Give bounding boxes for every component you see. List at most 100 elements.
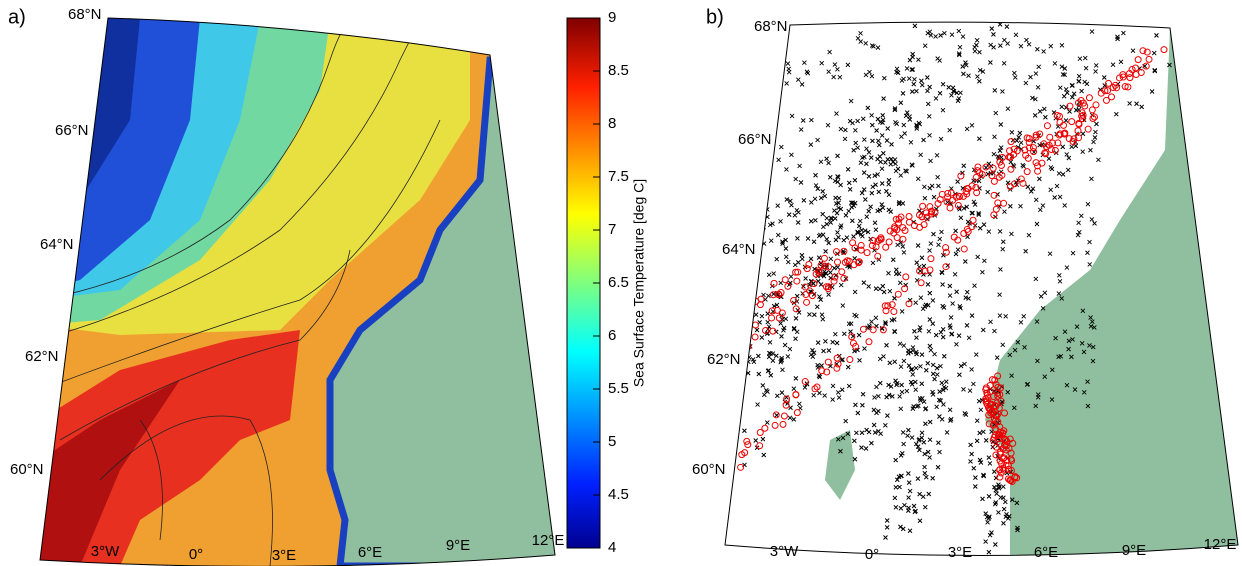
track-point — [955, 247, 961, 253]
track-point — [967, 388, 973, 393]
track-point — [742, 265, 748, 270]
track-point — [917, 491, 922, 497]
track-point — [827, 49, 832, 55]
track-point — [1066, 102, 1074, 110]
track-point — [784, 197, 790, 202]
track-point — [778, 218, 783, 224]
track-point — [1001, 60, 1007, 66]
track-point — [864, 214, 870, 220]
track-point — [888, 384, 894, 389]
track-point — [927, 84, 933, 90]
track-point — [801, 283, 809, 291]
track-point — [831, 74, 836, 80]
track-point — [1062, 329, 1068, 334]
track-point — [986, 229, 992, 234]
track-point — [1056, 291, 1062, 296]
track-point — [960, 230, 968, 238]
track-point — [1109, 84, 1117, 92]
track-point — [840, 357, 845, 362]
track-point — [857, 218, 863, 224]
track-point — [969, 313, 975, 318]
lon-label: 3°E — [948, 544, 972, 561]
track-point — [744, 61, 749, 67]
track-point — [808, 200, 814, 205]
track-point — [761, 452, 767, 458]
track-point — [898, 406, 904, 412]
track-point — [803, 265, 811, 273]
track-point — [781, 327, 786, 333]
track-point — [732, 329, 740, 337]
track-point — [937, 58, 942, 63]
track-point — [897, 394, 902, 399]
track-point — [940, 334, 946, 340]
track-point — [1094, 121, 1099, 127]
track-point — [912, 76, 917, 82]
track-point — [996, 485, 1002, 491]
track-point — [1014, 182, 1020, 188]
track-point — [977, 457, 983, 463]
track-point — [918, 364, 923, 369]
track-point — [737, 203, 743, 209]
track-point — [1064, 265, 1070, 270]
track-point — [913, 441, 919, 447]
track-point — [802, 385, 808, 390]
track-point — [917, 268, 923, 274]
track-point — [986, 494, 992, 499]
track-point — [925, 101, 931, 107]
track-point — [1042, 150, 1050, 158]
track-point — [920, 221, 928, 229]
track-point — [815, 340, 821, 345]
track-point — [929, 183, 935, 189]
track-point — [793, 176, 799, 182]
track-point — [955, 179, 960, 184]
track-point — [1000, 239, 1006, 245]
track-point — [887, 288, 893, 294]
track-point — [988, 60, 993, 65]
track-point — [986, 388, 994, 396]
track-point — [946, 204, 954, 212]
track-point — [1035, 392, 1041, 397]
track-point — [992, 542, 998, 547]
track-point — [813, 217, 818, 223]
track-point — [780, 412, 788, 420]
track-point — [766, 272, 772, 278]
track-point — [838, 282, 844, 288]
track-point — [978, 460, 984, 465]
lon-label: 3°W — [91, 543, 120, 560]
track-point — [802, 60, 807, 65]
track-point — [875, 172, 880, 177]
track-point — [767, 222, 773, 228]
track-point — [874, 128, 879, 133]
lon-label: 12°E — [1204, 536, 1237, 553]
track-point — [1060, 121, 1068, 129]
track-point — [923, 421, 928, 427]
track-point — [893, 457, 899, 463]
track-point — [1030, 186, 1036, 192]
track-point — [876, 393, 881, 399]
track-point — [764, 105, 770, 111]
lon-label: 0° — [189, 546, 203, 563]
track-point — [923, 406, 929, 411]
track-point — [827, 174, 833, 180]
track-point — [957, 44, 963, 50]
track-point — [894, 380, 900, 386]
track-point — [1000, 89, 1005, 94]
track-point — [884, 342, 889, 348]
track-point — [898, 100, 904, 106]
track-point — [835, 153, 840, 159]
track-point — [988, 319, 993, 325]
track-point — [930, 362, 936, 368]
track-point — [812, 196, 818, 202]
track-point — [795, 236, 800, 241]
track-point — [912, 328, 917, 334]
track-point — [873, 315, 879, 321]
track-point — [882, 160, 888, 165]
track-point — [938, 329, 944, 335]
track-point — [858, 160, 864, 166]
track-point — [971, 199, 977, 205]
track-point — [839, 387, 845, 393]
track-point — [895, 242, 900, 248]
lat-label: 66°N — [738, 131, 772, 148]
track-point — [936, 440, 941, 446]
